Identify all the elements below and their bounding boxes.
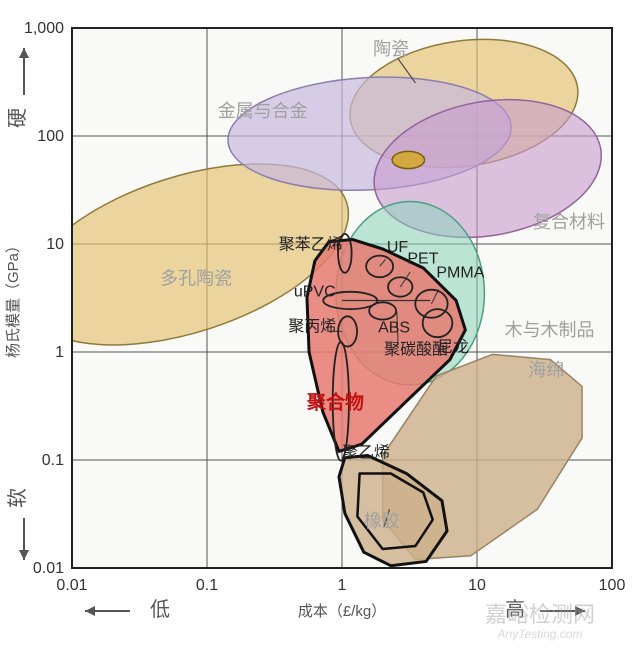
x-low-label: 低 — [150, 598, 170, 621]
y-soft-label: 软 — [6, 488, 29, 508]
ytick: 10 — [46, 236, 64, 253]
ashby-chart: 多孔陶瓷 金属与合金 陶瓷复合材料木与木制品聚合物橡胶 海绵 聚苯乙烯 UFPET uPVC… — [0, 0, 640, 649]
label-nylon: 尼龙 — [437, 338, 469, 356]
label-composites: 复合材料 — [533, 212, 605, 232]
y-hard-label: 硬 — [7, 108, 29, 128]
label-polystyrene: 聚苯乙烯 — [279, 235, 343, 253]
xtick: 100 — [599, 577, 626, 594]
x-axis-label: 成本（£/kg） — [298, 603, 386, 620]
xtick: 0.1 — [196, 577, 218, 594]
label-polymers: 聚合物 — [306, 390, 364, 413]
label-upvc: uPVC — [294, 284, 336, 301]
ytick: 0.01 — [33, 560, 64, 577]
label-foam: 海绵 — [528, 360, 564, 380]
ytick: 100 — [37, 128, 64, 145]
ytick: 0.1 — [42, 452, 64, 469]
xtick: 10 — [468, 577, 486, 594]
label-abs: ABS — [378, 319, 410, 336]
y-axis-label: 杨氏模量（GPa） — [5, 238, 22, 358]
xtick: 1 — [338, 577, 347, 594]
label-pe: 聚乙烯 — [342, 444, 390, 462]
label-porous-ceramic: 多孔陶瓷 — [160, 269, 232, 289]
label-uf: UF — [387, 239, 409, 256]
xtick: 0.01 — [56, 577, 87, 594]
label-pp: 聚丙烯 — [288, 317, 336, 335]
label-metals-alloys: 金属与合金 — [218, 101, 308, 121]
label-wood: 木与木制品 — [505, 320, 595, 340]
watermark: 嘉峪检测网 — [485, 602, 595, 627]
label-pmma: PMMA — [436, 264, 484, 281]
label-pet: PET — [407, 250, 438, 267]
bubble-ceramic-inner — [392, 151, 424, 168]
label-ceramics: 陶瓷 — [373, 39, 409, 59]
ytick: 1 — [55, 344, 64, 361]
watermark-sub: AnyTesting.com — [497, 627, 583, 641]
label-rubber: 橡胶 — [364, 511, 400, 531]
ytick: 1,000 — [24, 20, 64, 37]
